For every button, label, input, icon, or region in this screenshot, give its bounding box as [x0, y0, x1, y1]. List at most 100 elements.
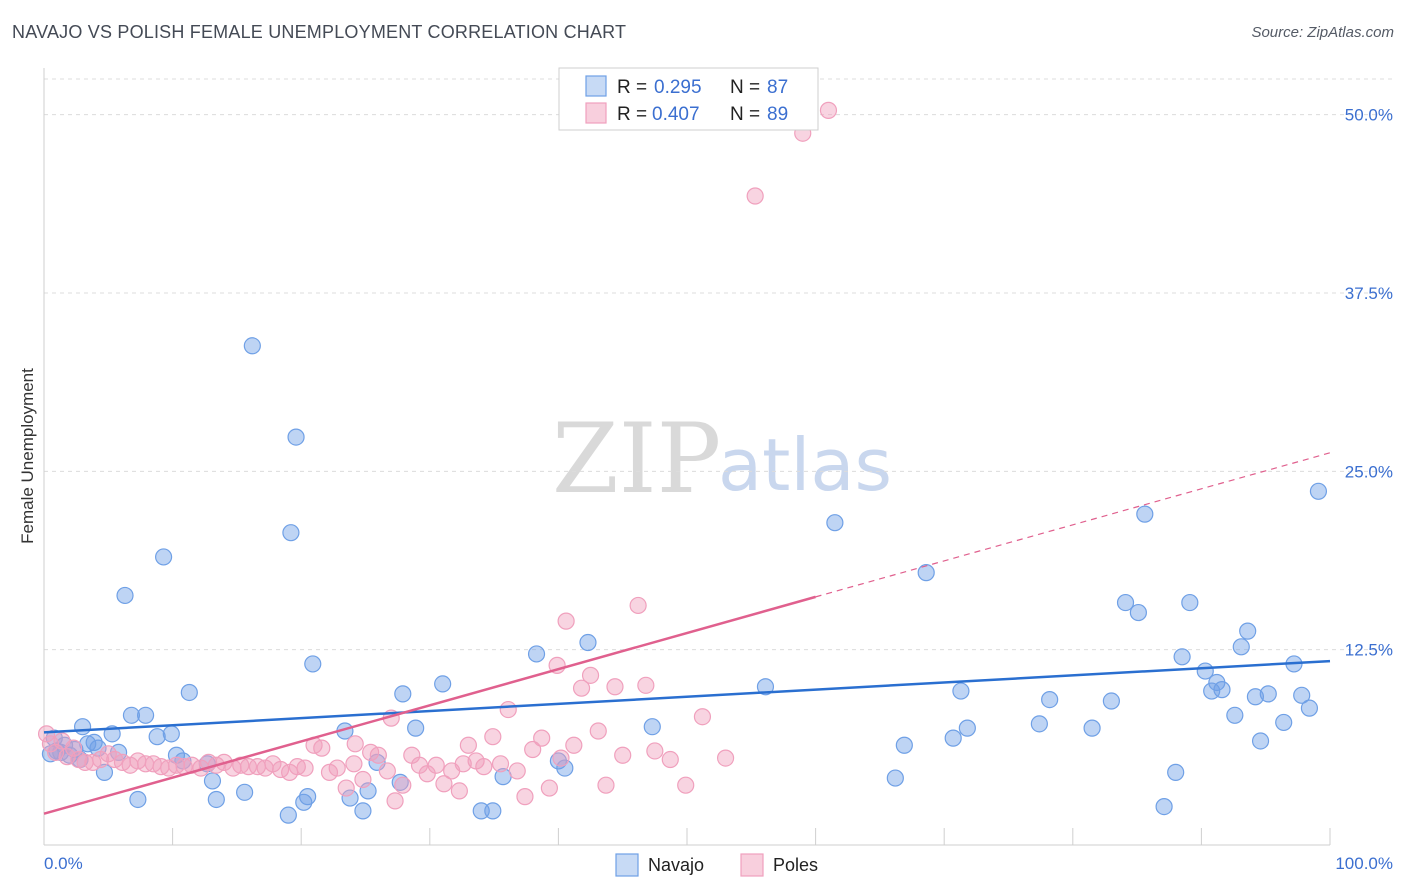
navajo-point	[917, 564, 935, 582]
navajo-point	[162, 725, 180, 743]
navajo-point	[1116, 593, 1135, 612]
navajo-point	[394, 685, 412, 703]
poles-point	[629, 596, 647, 615]
navajo-point	[643, 718, 661, 736]
navajo-point	[944, 729, 962, 747]
poles-trend-extension	[815, 452, 1331, 598]
legend-n-label-navajo: N =	[730, 77, 760, 98]
navajo-point	[243, 337, 261, 355]
chart-source: Source: ZipAtlas.com	[1251, 24, 1394, 41]
poles-point	[491, 755, 510, 773]
navajo-point	[1030, 715, 1048, 733]
navajo-point	[1275, 713, 1293, 732]
poles-point	[450, 782, 468, 800]
y-tick-label: 12.5%	[1345, 641, 1393, 660]
navajo-point	[1136, 505, 1154, 523]
poles-point	[435, 775, 453, 793]
poles-point	[459, 736, 477, 754]
navajo-point	[1155, 797, 1173, 816]
legend-top: R = 0.295 N = 87 R = 0.407 N = 89	[558, 67, 819, 131]
navajo-point	[1167, 763, 1185, 781]
poles-point	[614, 746, 632, 764]
navajo-point	[129, 790, 147, 809]
navajo-point	[95, 763, 114, 781]
navajo-point	[886, 769, 904, 787]
legend-bottom-label-navajo: Navajo	[648, 855, 704, 875]
poles-point	[296, 759, 314, 777]
poles-point	[394, 776, 412, 794]
poles-point	[475, 758, 493, 776]
poles-point	[533, 729, 551, 747]
navajo-point	[407, 719, 425, 737]
y-tick-label: 25.0%	[1345, 462, 1393, 481]
navajo-point	[958, 719, 976, 737]
navajo-point	[527, 645, 546, 663]
watermark-atlas: atlas	[718, 423, 892, 507]
y-tick-label: 50.0%	[1345, 106, 1393, 125]
poles-point	[572, 679, 591, 697]
navajo-point	[299, 788, 317, 806]
navajo-point	[756, 678, 775, 696]
navajo-point	[73, 718, 92, 736]
navajo-point	[207, 790, 225, 809]
navajo-point	[148, 728, 166, 746]
y-tick-labels: 12.5% 25.0% 37.5% 50.0%	[1345, 106, 1393, 660]
poles-point	[516, 788, 534, 806]
poles-point	[552, 749, 570, 767]
navajo-point	[154, 548, 173, 566]
poles-point	[337, 779, 355, 797]
navajo-point	[341, 789, 359, 807]
legend-bottom-label-poles: Poles	[773, 855, 818, 875]
poles-point	[345, 755, 363, 773]
y-tick-label: 37.5%	[1345, 284, 1393, 303]
grid-layer	[44, 78, 1392, 651]
navajo-point	[354, 802, 372, 820]
legend-n-value-navajo: 87	[767, 77, 788, 98]
poles-point	[606, 678, 624, 696]
watermark-zip: ZIP	[552, 403, 721, 515]
navajo-point	[1293, 686, 1311, 704]
navajo-point	[287, 428, 305, 446]
navajo-point	[1102, 692, 1120, 710]
navajo-point	[1300, 699, 1319, 717]
poles-point	[693, 708, 712, 726]
poles-point	[819, 101, 838, 119]
poles-point	[239, 758, 258, 776]
navajo-point	[826, 514, 844, 532]
navajo-point	[1083, 719, 1101, 737]
poles-point	[597, 776, 615, 794]
poles-point	[524, 740, 542, 759]
navajo-point	[1259, 685, 1277, 703]
poles-point	[427, 756, 445, 774]
legend-n-value-poles: 89	[767, 104, 788, 125]
navajo-point	[549, 752, 568, 770]
poles-point	[499, 700, 517, 719]
poles-point	[484, 728, 502, 746]
poles-point	[716, 749, 735, 767]
navajo-point	[122, 706, 141, 724]
poles-point	[557, 612, 575, 630]
y-axis-title: Female Unemployment	[18, 368, 37, 544]
navajo-point	[136, 706, 155, 724]
poles-point	[378, 762, 396, 780]
navajo-point	[1239, 622, 1257, 640]
navajo-point	[304, 655, 322, 673]
navajo-point	[1173, 648, 1191, 666]
poles-point	[637, 676, 655, 694]
poles-point	[354, 770, 372, 789]
navajo-point	[282, 524, 300, 542]
navajo-point	[236, 783, 254, 801]
navajo-point	[1226, 706, 1244, 724]
legend-bottom-swatch-poles	[740, 853, 764, 877]
x-ticks	[172, 828, 1331, 845]
navajo-point	[116, 586, 134, 605]
navajo-point	[556, 759, 574, 777]
legend-r-value-poles: 0.407	[652, 104, 700, 125]
legend-r-label-navajo: R =	[617, 77, 647, 98]
navajo-trend-line	[43, 659, 1331, 734]
poles-point	[454, 755, 472, 773]
poles-point	[508, 762, 526, 780]
legend-swatch-poles	[585, 102, 607, 124]
poles-trend-line	[43, 595, 816, 815]
